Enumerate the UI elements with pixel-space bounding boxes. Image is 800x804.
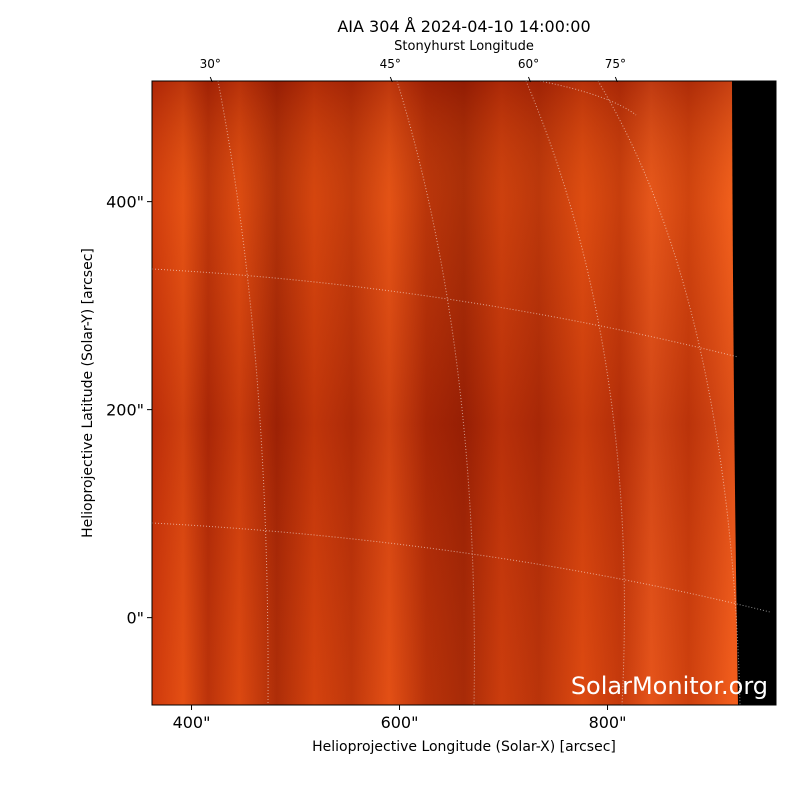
watermark: SolarMonitor.org xyxy=(571,672,768,700)
plot-frame xyxy=(151,80,777,706)
x2-tick-label: 30° xyxy=(200,57,221,71)
x-tick-label: 800" xyxy=(589,713,627,732)
y-axis-label: Helioprojective Latitude (Solar-Y) [arcs… xyxy=(80,248,96,538)
x2-axis-label: Stonyhurst Longitude xyxy=(394,39,534,54)
x-tick-label: 600" xyxy=(381,713,419,732)
solar-image xyxy=(152,81,776,705)
x2-tick-label: 75° xyxy=(605,57,626,71)
x-tick-label: 400" xyxy=(173,713,211,732)
x2-tick xyxy=(528,76,531,83)
x2-tick xyxy=(209,76,213,83)
y-tick-label: 200" xyxy=(106,401,144,420)
x2-tick-label: 60° xyxy=(518,57,539,71)
y-tick-label: 400" xyxy=(106,193,144,212)
x2-tick-label: 45° xyxy=(380,57,401,71)
x-axis-label: Helioprojective Longitude (Solar-X) [arc… xyxy=(312,739,616,755)
x2-tick xyxy=(614,76,618,83)
x2-tick xyxy=(389,76,393,83)
y-tick-label: 0" xyxy=(126,609,144,628)
chart-title: AIA 304 Å 2024-04-10 14:00:00 xyxy=(337,17,590,36)
